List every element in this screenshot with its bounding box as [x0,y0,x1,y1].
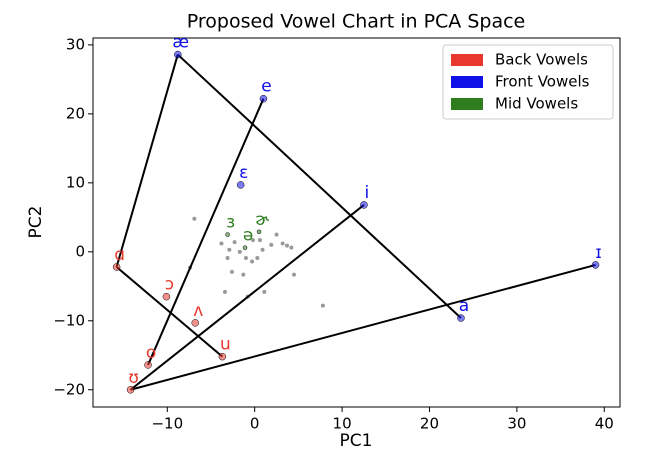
connector [115,266,223,358]
background-point [260,247,265,252]
vowel-point [144,361,152,369]
vowel-point [236,181,245,189]
vowel-point [259,94,268,103]
vowel-point [591,261,600,269]
vowel-point [112,263,121,271]
background-point [222,289,227,294]
vowel-label: ɑ [114,245,125,265]
background-point [285,243,290,248]
background-point [269,242,274,247]
x-tick-label: 0 [250,415,260,433]
vowel-label: u [220,335,231,355]
background-point [289,245,294,250]
chart-title: Proposed Vowel Chart in PCA Space [187,11,525,33]
y-tick-label: 30 [66,35,85,53]
background-point [219,241,224,246]
legend-label: Back Vowels [495,51,588,69]
vowel-label: i [365,183,370,203]
vowel-point [457,314,465,322]
legend-swatch [451,76,483,88]
background-point [250,238,255,243]
background-point [192,216,197,221]
background-point [292,272,297,277]
vowel-label: æ [172,33,189,53]
legend-swatch [451,54,483,66]
background-point [243,256,248,261]
connector [115,54,179,268]
vowel-point [225,232,230,237]
vowel-point [360,201,368,209]
connector [177,53,462,319]
background-point [229,269,234,274]
vowel-label: ɛ [239,163,248,183]
background-point [262,289,267,294]
connector [147,98,265,366]
y-tick-label: 10 [66,173,85,191]
x-tick-label: −10 [151,415,183,433]
background-point [280,241,285,246]
background-point [237,249,242,254]
background-point [320,303,325,308]
legend-label: Mid Vowels [495,95,578,113]
connector [129,204,365,391]
vowel-point [256,229,262,235]
vowel-label: ɔ [165,275,174,295]
x-axis-label: PC1 [340,431,373,451]
connector [130,263,596,391]
vowel-point [242,245,248,250]
y-tick-label: −20 [53,380,85,398]
legend-label: Front Vowels [495,73,590,91]
background-point [225,256,230,261]
background-point [257,238,262,243]
y-tick-label: −10 [53,311,85,329]
vowel-point [126,386,135,394]
background-point [241,272,246,277]
y-axis-label: PC2 [26,206,46,239]
vowel-point [174,50,182,59]
legend-swatch [451,98,483,110]
x-tick-label: 10 [333,415,352,433]
legend-box [442,44,614,120]
background-point [232,240,237,245]
vowel-point [191,319,200,327]
x-tick-label: 40 [595,415,614,433]
vowel-point [218,352,227,361]
vowel-label: ɚ [255,210,269,230]
vowel-label: ə [243,226,253,246]
background-point [250,259,255,264]
vowel-label: ɪ [595,243,601,263]
background-point [227,247,232,252]
vowel-label: ʌ [193,301,203,321]
y-tick-label: 0 [75,242,85,260]
y-tick-label: 20 [66,104,85,122]
background-point [274,232,279,237]
x-tick-label: 20 [420,415,439,433]
vowel-label: ɜ [226,213,235,233]
plot-frame [92,37,621,408]
x-tick-label: 30 [507,415,526,433]
vowel-label: ʊ [128,368,139,388]
background-point [255,256,260,261]
vowel-point [162,292,171,301]
vowel-label: o [146,343,156,363]
vowel-label: e [261,77,271,97]
vowel-label: a [459,296,469,316]
